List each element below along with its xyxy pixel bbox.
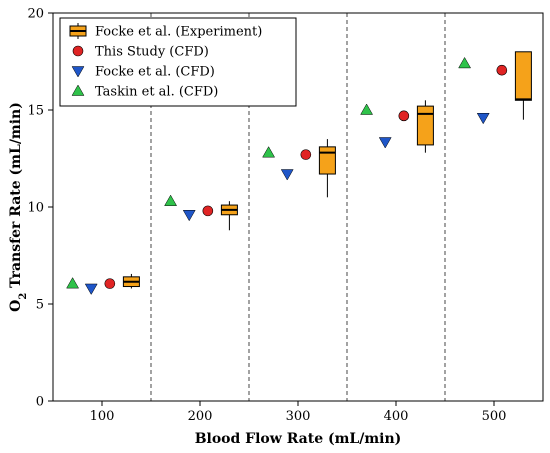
box-body: [318, 146, 336, 175]
this-study-point: [300, 149, 312, 160]
y-tick-label: 10: [27, 201, 44, 216]
y-tick-label: 5: [36, 298, 44, 313]
y-tick-label: 20: [27, 7, 44, 22]
x-tick-label: 400: [384, 409, 409, 424]
legend-triangle-up-icon: [71, 84, 85, 96]
x-tick-label: 200: [188, 409, 213, 424]
focke-cfd-point: [84, 283, 98, 295]
axis-layer: 100 200 300 400 500 0 5 10 15 20 Blood Flow Rate (…: [8, 7, 544, 447]
taskin-cfd-point: [262, 146, 276, 158]
legend: Focke et al. (Experiment) This Study (CFD…: [59, 17, 297, 107]
this-study-point: [202, 205, 214, 217]
y-tick-label: 0: [36, 395, 44, 410]
taskin-cfd-point: [458, 56, 472, 69]
y-axis-label: O2 Transfer Rate (mL/min): [8, 102, 29, 312]
focke-cfd-point: [378, 137, 392, 149]
legend-entry-label: Focke et al. (Experiment): [95, 25, 262, 40]
x-axis-label: Blood Flow Rate (mL/min): [195, 431, 402, 447]
taskin-cfd-point: [164, 194, 178, 206]
this-study-point: [398, 110, 410, 122]
legend-triangle-down-icon: [71, 66, 85, 78]
taskin-cfd-point: [66, 277, 80, 289]
y-tick-label: 15: [27, 104, 44, 119]
this-study-point: [496, 64, 508, 76]
focke-cfd-point: [280, 169, 294, 181]
focke-cfd-point: [182, 210, 196, 222]
x-tick-label: 500: [482, 409, 507, 424]
legend-entry-label: This Study (CFD): [95, 45, 209, 60]
x-tick-label: 300: [286, 409, 311, 424]
taskin-cfd-point: [360, 103, 374, 115]
this-study-point: [104, 278, 116, 289]
plot-layer: [66, 13, 544, 401]
box-body: [514, 51, 532, 101]
legend-box: [59, 17, 297, 107]
focke-cfd-point: [476, 113, 490, 125]
x-tick-label: 100: [90, 409, 115, 424]
legend-circle-icon: [72, 45, 84, 57]
legend-entry-label: Focke et al. (CFD): [95, 65, 215, 80]
box-body: [416, 105, 434, 146]
legend-entry-label: Taskin et al. (CFD): [95, 85, 218, 100]
